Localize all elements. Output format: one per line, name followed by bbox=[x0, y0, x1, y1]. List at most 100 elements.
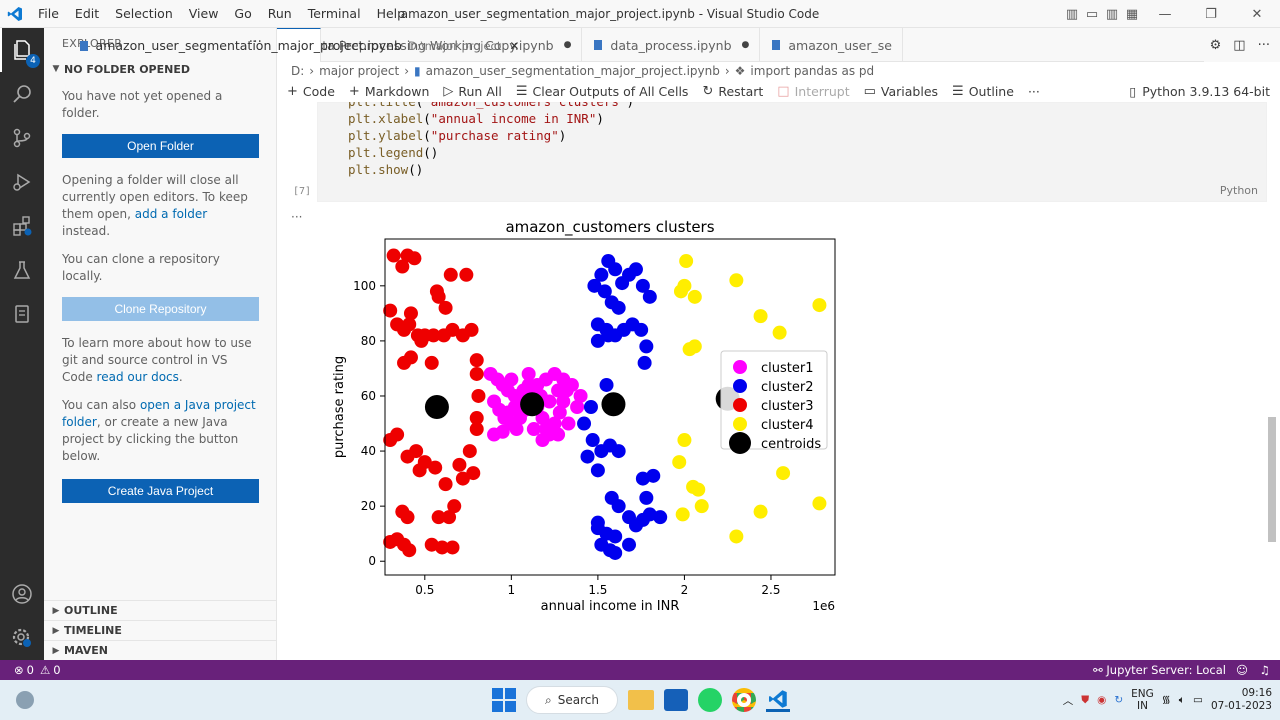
search-icon[interactable] bbox=[0, 72, 44, 116]
weather-widget-icon[interactable] bbox=[16, 691, 34, 709]
editor-scrollbar[interactable] bbox=[1268, 417, 1276, 542]
menu-selection[interactable]: Selection bbox=[115, 6, 173, 21]
breadcrumb-drive[interactable]: D: bbox=[291, 64, 305, 78]
menu-edit[interactable]: Edit bbox=[74, 6, 100, 21]
cell-language[interactable]: Python bbox=[1219, 184, 1258, 197]
account-icon[interactable] bbox=[0, 572, 44, 616]
interrupt-button[interactable]: □ Interrupt bbox=[777, 84, 849, 99]
minimize-icon[interactable]: — bbox=[1158, 6, 1172, 22]
add-folder-link[interactable]: add a folder bbox=[134, 207, 208, 221]
activity-bar: 4 bbox=[0, 28, 44, 660]
kernel-picker[interactable]: ▯ Python 3.9.13 64-bit bbox=[1129, 80, 1270, 102]
sidebar-title: EXPLORER bbox=[62, 36, 123, 50]
menu-help[interactable]: Help bbox=[376, 6, 406, 21]
settings-gear-icon[interactable]: ⚙ bbox=[1209, 37, 1222, 53]
more-actions-icon[interactable]: ··· bbox=[248, 34, 262, 50]
menu-view[interactable]: View bbox=[188, 6, 219, 21]
more-toolbar-icon[interactable]: ··· bbox=[1027, 83, 1040, 99]
chrome-icon[interactable] bbox=[732, 688, 756, 712]
windows-start-icon[interactable] bbox=[492, 688, 516, 712]
extensions-icon[interactable] bbox=[0, 204, 44, 248]
y-tick-label: 20 bbox=[361, 499, 376, 513]
toggle-panel-icon[interactable]: ▭ bbox=[1085, 6, 1099, 22]
cluster-point bbox=[426, 328, 441, 343]
feedback-icon[interactable]: ☺ bbox=[1236, 663, 1248, 677]
create-java-project-button[interactable]: Create Java Project bbox=[62, 479, 259, 503]
vscode-taskbar-icon[interactable] bbox=[766, 688, 790, 712]
output-more-icon[interactable]: ··· bbox=[291, 210, 303, 224]
cluster-point bbox=[573, 388, 588, 403]
more-tab-actions-icon[interactable]: ··· bbox=[1257, 37, 1270, 53]
close-window-icon[interactable]: ✕ bbox=[1251, 6, 1263, 22]
tab-amazon-notebook[interactable]: amazon_user_segmentation_major_project.i… bbox=[79, 28, 519, 62]
code-cell[interactable]: plt.title("amazon_customers clusters")pl… bbox=[317, 102, 1267, 202]
sync-icon[interactable]: ↻ bbox=[1114, 694, 1124, 706]
restart-button[interactable]: ↻ Restart bbox=[702, 84, 763, 99]
tab-data-process[interactable]: data_process.ipynb ● bbox=[582, 28, 761, 62]
cell-code[interactable]: plt.title("amazon_customers clusters")pl… bbox=[348, 102, 634, 178]
breadcrumb-cell[interactable]: import pandas as pd bbox=[750, 64, 875, 78]
tab-amazon-user-se[interactable]: amazon_user_se bbox=[760, 28, 903, 62]
cluster-point bbox=[642, 289, 657, 304]
split-editor-icon[interactable]: ◫ bbox=[1233, 37, 1246, 53]
close-tab-icon[interactable]: ✕ bbox=[509, 38, 520, 53]
breadcrumb-file[interactable]: amazon_user_segmentation_major_project.i… bbox=[425, 64, 720, 78]
menu-run[interactable]: Run bbox=[267, 6, 292, 21]
open-folder-button[interactable]: Open Folder bbox=[62, 134, 259, 158]
cluster-point bbox=[424, 355, 439, 370]
outline-section[interactable]: ▶ OUTLINE bbox=[44, 600, 277, 620]
open-folder-info: Opening a folder will close all currentl… bbox=[44, 172, 276, 240]
clear-outputs-button[interactable]: ☰ Clear Outputs of All Cells bbox=[516, 84, 689, 99]
error-count[interactable]: 0 bbox=[26, 663, 34, 677]
open-java-project-link[interactable]: open a Java project folder bbox=[62, 398, 256, 429]
whatsapp-icon[interactable] bbox=[698, 688, 722, 712]
run-debug-icon[interactable] bbox=[0, 160, 44, 204]
cluster-point bbox=[570, 400, 585, 414]
toggle-sidebar-icon[interactable]: ▥ bbox=[1065, 6, 1079, 22]
explorer-icon[interactable]: 4 bbox=[0, 28, 44, 72]
stop-icon: □ bbox=[777, 83, 790, 99]
store-icon[interactable] bbox=[664, 689, 688, 711]
source-control-icon[interactable] bbox=[0, 116, 44, 160]
warning-count[interactable]: 0 bbox=[53, 663, 61, 677]
file-explorer-icon[interactable] bbox=[628, 690, 654, 710]
language-indicator[interactable]: ENG IN bbox=[1131, 688, 1154, 712]
jupyter-server-status[interactable]: ⚯ Jupyter Server: Local bbox=[1093, 663, 1226, 677]
menu-terminal[interactable]: Terminal bbox=[307, 6, 361, 21]
notifications-bell-icon[interactable]: ♫ bbox=[1259, 663, 1270, 677]
maven-section[interactable]: ▶ MAVEN bbox=[44, 640, 277, 660]
timeline-section[interactable]: ▶ TIMELINE bbox=[44, 620, 277, 640]
app-tray-icon[interactable]: ◉ bbox=[1097, 694, 1107, 706]
clone-repository-button[interactable]: Clone Repository bbox=[62, 297, 259, 321]
run-all-button[interactable]: ▷ Run All bbox=[443, 84, 501, 99]
warnings-icon[interactable]: ⚠ bbox=[39, 663, 51, 677]
cluster-point bbox=[691, 482, 706, 497]
outline-button[interactable]: ☰ Outline bbox=[952, 84, 1014, 99]
read-docs-link[interactable]: read our docs bbox=[96, 370, 179, 384]
cluster-point bbox=[812, 496, 827, 511]
no-folder-section[interactable]: ▼ NO FOLDER OPENED bbox=[44, 58, 276, 80]
customize-layout-icon[interactable]: ▦ bbox=[1125, 6, 1139, 22]
battery-icon[interactable]: ▭ bbox=[1193, 694, 1203, 706]
cluster-point bbox=[653, 510, 668, 525]
variables-button[interactable]: ▭ Variables bbox=[864, 84, 938, 99]
shield-icon[interactable]: ⛊ bbox=[1081, 693, 1090, 706]
jupyter-kernel-icon[interactable] bbox=[0, 292, 44, 336]
chevron-up-icon[interactable]: ︿ bbox=[1062, 694, 1074, 707]
testing-icon[interactable] bbox=[0, 248, 44, 292]
taskbar-search[interactable]: ⌕ Search bbox=[526, 686, 618, 714]
menu-file[interactable]: File bbox=[38, 6, 59, 21]
menu-go[interactable]: Go bbox=[234, 6, 252, 21]
breadcrumb-folder[interactable]: major project bbox=[319, 64, 400, 78]
manage-gear-icon[interactable] bbox=[0, 616, 44, 660]
add-markdown-button[interactable]: + Markdown bbox=[349, 84, 429, 99]
toggle-secondary-sidebar-icon[interactable]: ▥ bbox=[1105, 6, 1119, 22]
clock[interactable]: 09:16 07-01-2023 bbox=[1211, 687, 1272, 713]
cluster-point bbox=[587, 278, 602, 293]
errors-icon[interactable]: ⊗ bbox=[14, 663, 24, 677]
cluster-point bbox=[409, 444, 424, 459]
wifi-icon[interactable]: ᯾ bbox=[1161, 694, 1171, 706]
restore-icon[interactable]: ❐ bbox=[1205, 6, 1217, 22]
volume-icon[interactable]: 🔈︎ bbox=[1178, 693, 1186, 706]
add-code-button[interactable]: + Code bbox=[287, 84, 335, 99]
